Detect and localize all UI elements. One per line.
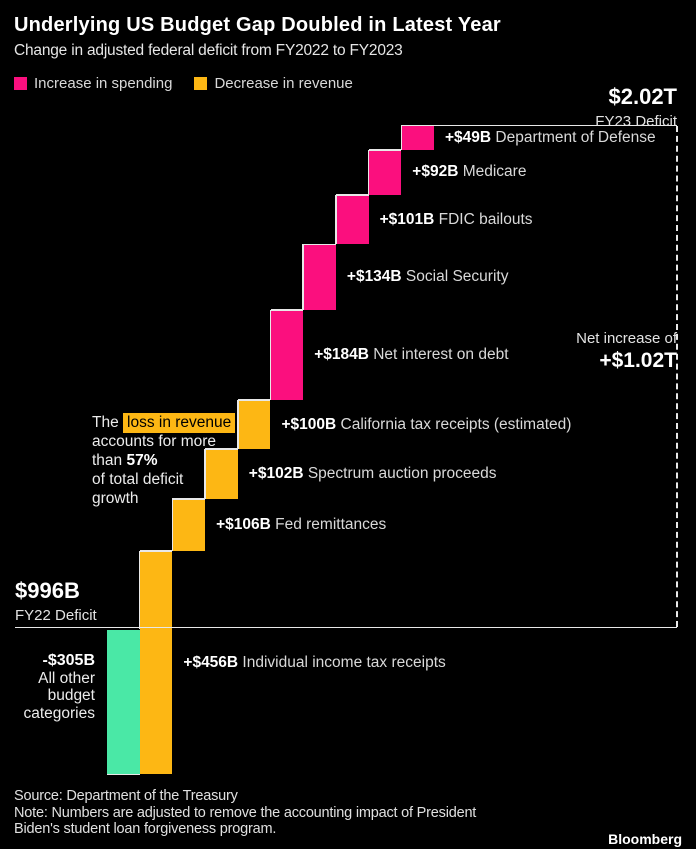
bar-value: +$102B (248, 465, 304, 483)
step-connector-line (303, 243, 336, 246)
fy23-level-line (401, 124, 677, 127)
fy22-deficit-caption: FY22 Deficit (15, 607, 97, 624)
step-connector-line (205, 448, 238, 450)
step-connector-line (172, 498, 206, 500)
note-text-line-2: Biden's student loan forgiveness program… (14, 821, 277, 837)
legend-item-spending: Increase in spending (14, 75, 172, 92)
net-increase-label: Net increase of +$1.02T (576, 330, 677, 373)
bar-individual-income-tax-receipts (139, 551, 173, 775)
spending-swatch-icon (14, 77, 27, 90)
bar-label-california-tax-receipts-estimated: +$100B California tax receipts (estimate… (281, 415, 572, 433)
bar-value: +$49B (445, 128, 492, 146)
bar-california-tax-receipts-estimated (237, 400, 271, 450)
all-other-categories-label: -$305B All other budget categories (0, 652, 95, 722)
bar-label-fed-remittances: +$106B Fed remittances (216, 516, 387, 534)
step-connector-line (367, 149, 370, 195)
bar-spectrum-auction-proceeds (205, 449, 238, 500)
fy22-baseline (15, 626, 677, 629)
fy22-deficit-label: $996B FY22 Deficit (15, 578, 97, 624)
all-other-line: budget (47, 687, 95, 704)
bar-label-individual-income-tax-receipts: +$456B Individual income tax receipts (183, 653, 446, 671)
bar-value: +$101B (379, 210, 435, 228)
step-connector-line (270, 309, 304, 311)
net-increase-caption: Net increase of (576, 330, 677, 347)
step-connector-line (204, 449, 206, 500)
bloomberg-logo: Bloomberg (608, 831, 682, 847)
low-point-line (107, 773, 140, 776)
bar-department-of-defense (401, 125, 434, 150)
revenue-swatch-icon (194, 77, 208, 90)
bar-label-medicare: +$92B Medicare (412, 163, 527, 181)
bar-medicare (368, 149, 402, 195)
legend-label: Decrease in revenue (214, 75, 353, 92)
annotation-text: than (92, 452, 127, 469)
chart-header: Underlying US Budget Gap Doubled in Late… (14, 14, 682, 92)
fy23-deficit-caption: FY23 Deficit (595, 113, 677, 130)
all-other-line: All other (38, 669, 95, 687)
all-other-value: -$305B (42, 652, 95, 669)
bar-value: +$106B (216, 516, 271, 534)
step-connector-line (139, 550, 173, 552)
step-connector-line (302, 244, 304, 310)
fy23-deficit-label: $2.02T FY23 Deficit (595, 84, 677, 130)
legend: Increase in spending Decrease in revenue (14, 75, 682, 92)
bar-label-net-interest-on-debt: +$184B Net interest on debt (314, 346, 509, 364)
bar-label-spectrum-auction-proceeds: +$102B Spectrum auction proceeds (248, 465, 497, 483)
step-connector-line (368, 149, 402, 151)
bar-fed-remittances (172, 499, 206, 552)
step-connector-line (237, 400, 239, 450)
annotation-line-5: growth (92, 490, 139, 507)
bar-net-interest-on-debt (270, 309, 304, 401)
fy22-deficit-value: $996B (15, 578, 80, 603)
step-connector-line (269, 309, 272, 401)
bar-value: +$184B (314, 346, 369, 364)
bar-all-other-budget-categories (107, 629, 140, 775)
bar-label-fdic-bailouts: +$101B FDIC bailouts (379, 210, 533, 228)
bar-fdic-bailouts (335, 194, 369, 245)
bar-value: +$92B (412, 163, 459, 181)
annotation-text: The (92, 414, 124, 431)
annotation-line-4: of total deficit (92, 471, 184, 488)
fy23-dashed-guide (676, 125, 678, 628)
step-connector-line (335, 194, 337, 245)
annotation-line-2: accounts for more (92, 433, 217, 450)
bar-social-security (303, 244, 336, 310)
source-text: Source: Department of the Treasury (14, 788, 238, 804)
bar-label-department-of-defense: +$49B Department of Defense (445, 128, 656, 146)
step-connector-line (138, 551, 141, 630)
annotation-highlight: loss in revenue (123, 413, 236, 433)
footer-notes: Source: Department of the Treasury Note:… (14, 788, 476, 838)
fy23-deficit-value: $2.02T (608, 84, 678, 109)
annotation-line-1: The loss in revenue (92, 413, 236, 433)
bar-label-social-security: +$134B Social Security (346, 268, 509, 286)
legend-label: Increase in spending (34, 75, 173, 92)
step-connector-line (237, 399, 271, 401)
step-connector-line (335, 194, 369, 196)
note-text-line-1: Note: Numbers are adjusted to remove the… (14, 804, 477, 821)
bar-value: +$134B (346, 268, 402, 286)
legend-item-revenue: Decrease in revenue (194, 75, 353, 92)
page-title: Underlying US Budget Gap Doubled in Late… (14, 14, 501, 36)
bar-value: +$100B (281, 415, 337, 433)
annotation-line-3: than 57% (92, 451, 235, 470)
step-connector-line (400, 125, 403, 150)
step-connector-line (171, 499, 174, 552)
annotation-percent: 57% (126, 452, 158, 469)
revenue-loss-annotation: The loss in revenue accounts for more th… (92, 413, 236, 508)
net-increase-value: +$1.02T (599, 349, 677, 372)
all-other-line: categories (23, 704, 95, 722)
bar-value: +$456B (183, 653, 239, 671)
chart-subtitle: Change in adjusted federal deficit from … (14, 42, 403, 59)
